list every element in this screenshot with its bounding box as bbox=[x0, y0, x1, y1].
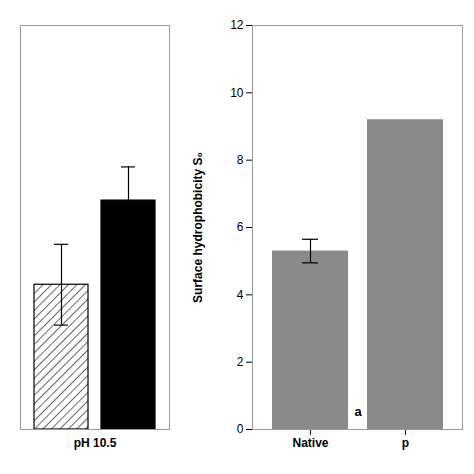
svg-text:6: 6 bbox=[237, 220, 244, 234]
svg-text:Native: Native bbox=[292, 436, 328, 450]
svg-text:12: 12 bbox=[230, 18, 244, 32]
svg-text:a: a bbox=[355, 404, 363, 419]
svg-text:0: 0 bbox=[237, 422, 244, 436]
svg-text:8: 8 bbox=[237, 153, 244, 167]
svg-text:p: p bbox=[402, 436, 409, 450]
svg-text:10: 10 bbox=[230, 86, 244, 100]
svg-text:4: 4 bbox=[237, 288, 244, 302]
svg-text:Surface hydrophobicity S₀: Surface hydrophobicity S₀ bbox=[191, 152, 205, 303]
svg-text:2: 2 bbox=[237, 355, 244, 369]
svg-text:pH 10.5: pH 10.5 bbox=[74, 436, 117, 450]
